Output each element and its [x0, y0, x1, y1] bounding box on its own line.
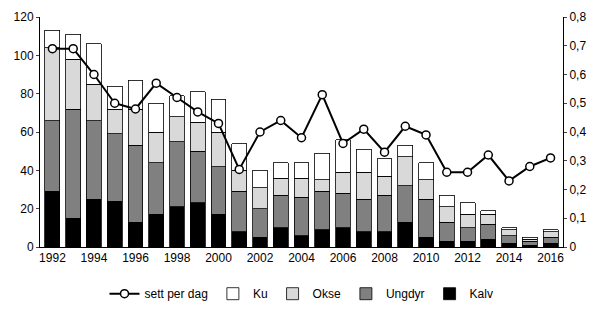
svg-text:2014: 2014: [496, 251, 523, 265]
svg-text:2006: 2006: [330, 251, 357, 265]
svg-text:Okse: Okse: [313, 287, 341, 301]
svg-text:100: 100: [14, 49, 34, 63]
svg-text:0,4: 0,4: [569, 125, 586, 139]
svg-text:40: 40: [20, 164, 34, 178]
svg-text:2004: 2004: [288, 251, 315, 265]
svg-text:Ungdyr: Ungdyr: [386, 287, 425, 301]
svg-text:0,7: 0,7: [569, 39, 586, 53]
svg-text:1992: 1992: [39, 251, 66, 265]
svg-text:0,2: 0,2: [569, 183, 586, 197]
svg-text:Ku: Ku: [253, 287, 268, 301]
svg-text:0,5: 0,5: [569, 96, 586, 110]
svg-text:1994: 1994: [81, 251, 108, 265]
svg-text:2010: 2010: [413, 251, 440, 265]
svg-text:0,8: 0,8: [569, 10, 586, 24]
svg-text:2000: 2000: [205, 251, 232, 265]
svg-text:0: 0: [27, 240, 34, 254]
svg-text:0,3: 0,3: [569, 154, 586, 168]
svg-text:0,6: 0,6: [569, 68, 586, 82]
svg-text:Kalv: Kalv: [470, 287, 493, 301]
svg-text:1996: 1996: [122, 251, 149, 265]
svg-text:1998: 1998: [164, 251, 191, 265]
svg-text:120: 120: [14, 10, 34, 24]
svg-text:0: 0: [569, 240, 576, 254]
svg-text:2008: 2008: [371, 251, 398, 265]
svg-text:20: 20: [20, 202, 34, 216]
svg-text:2002: 2002: [247, 251, 274, 265]
svg-text:sett per dag: sett per dag: [145, 287, 208, 301]
svg-text:80: 80: [20, 87, 34, 101]
svg-text:60: 60: [20, 125, 34, 139]
svg-text:2016: 2016: [537, 251, 564, 265]
svg-text:0,1: 0,1: [569, 211, 586, 225]
svg-text:2012: 2012: [454, 251, 481, 265]
